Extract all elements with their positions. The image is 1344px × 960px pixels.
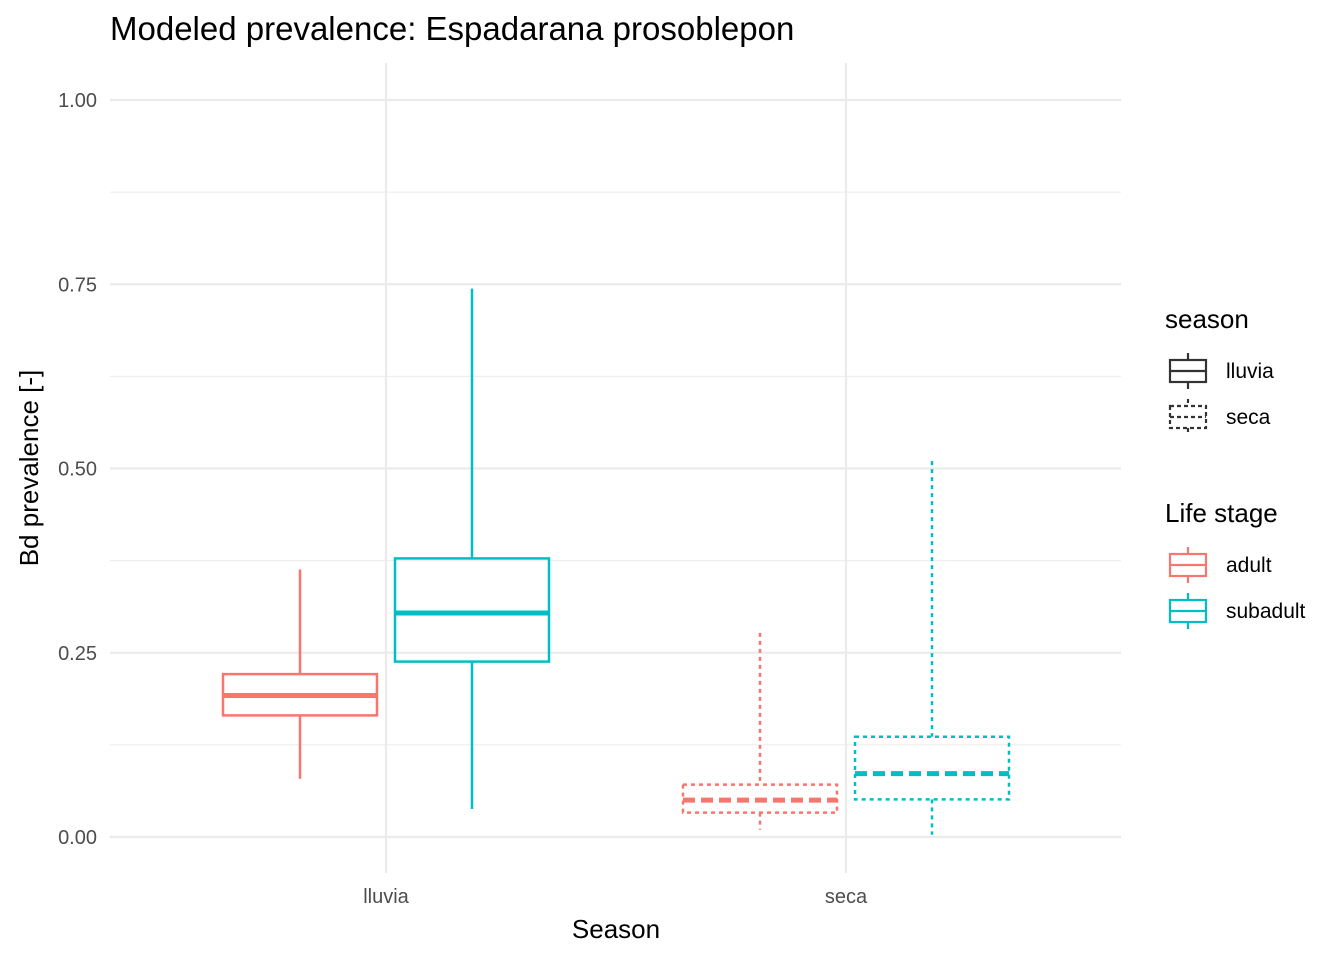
legend-key-subadult <box>1168 593 1208 629</box>
y-tick-label: 1.00 <box>58 90 97 112</box>
legend-item-adult: adult <box>1168 547 1272 583</box>
legend-label-subadult: subadult <box>1226 600 1306 623</box>
y-tick-labels: 0.00 0.25 0.50 0.75 1.00 <box>58 90 97 849</box>
legend-label-lluvia: lluvia <box>1226 360 1274 383</box>
legend: season lluvia seca Life stage adult suba… <box>1165 304 1306 629</box>
legend-key-lluvia <box>1168 353 1208 389</box>
x-tick-label-lluvia: lluvia <box>363 886 409 908</box>
box-seca-adult <box>681 632 839 830</box>
y-tick-label: 0.00 <box>58 827 97 849</box>
grid-lines <box>110 63 1121 873</box>
legend-item-seca: seca <box>1168 399 1271 435</box>
legend-item-lluvia: lluvia <box>1168 353 1274 389</box>
y-tick-label: 0.75 <box>58 274 97 296</box>
legend-title-season: season <box>1165 304 1249 334</box>
x-tick-labels: lluvia seca <box>363 886 868 908</box>
chart-title: Modeled prevalence: Espadarana prosoblep… <box>110 10 794 47</box>
x-axis-title: Season <box>572 914 660 944</box>
box-seca-subadult <box>853 461 1011 835</box>
box-iqr <box>853 735 1011 801</box>
boxplot-series <box>221 288 1011 835</box>
legend-key-seca <box>1168 399 1208 435</box>
y-tick-label: 0.50 <box>58 459 97 481</box>
legend-title-life-stage: Life stage <box>1165 498 1278 528</box>
box-iqr <box>393 557 551 663</box>
legend-label-seca: seca <box>1226 406 1271 429</box>
legend-item-subadult: subadult <box>1168 593 1306 629</box>
y-axis-title: Bd prevalence [-] <box>14 370 44 567</box>
y-tick-label: 0.25 <box>58 643 97 665</box>
legend-key-adult <box>1168 547 1208 583</box>
legend-label-adult: adult <box>1226 554 1272 577</box>
box-lluvia-adult <box>221 569 379 779</box>
x-tick-label-seca: seca <box>825 886 868 908</box>
box-lluvia-subadult <box>393 288 551 809</box>
